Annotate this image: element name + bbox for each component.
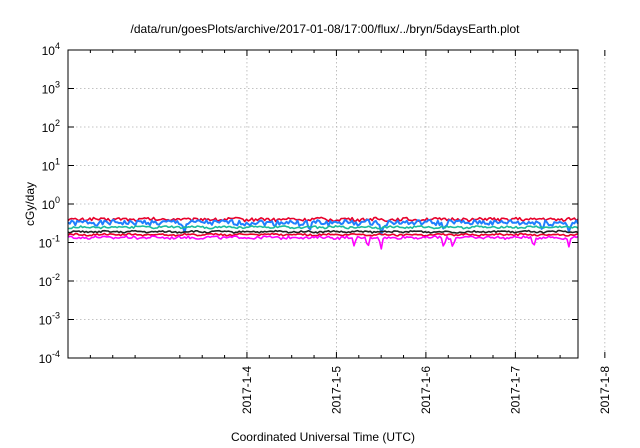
series-line [67,225,579,230]
y-tick-label: 10-4 [39,349,60,366]
y-axis-label: cGy/day [23,182,37,226]
y-tick-label: 10-2 [39,272,60,289]
y-axis: 10-4 10-3 10-2 10-1 100 101 102 103 104 [39,41,578,366]
series-line [67,216,579,223]
y-tick-label: 10-3 [39,311,60,328]
y-tick-label: 101 [42,157,60,174]
series-line [67,232,579,237]
y-tick-label: 10-1 [39,234,60,251]
x-tick-label: 2017-1-5 [329,366,343,414]
x-axis-label: Coordinated Universal Time (UTC) [231,430,415,444]
grid [68,50,606,358]
x-tick-label: 2017-1-7 [508,366,522,414]
y-tick-label: 104 [42,41,60,58]
series-line [67,218,579,236]
series-line [67,229,579,234]
x-tick-label: 2017-1-8 [598,366,612,414]
chart-title: /data/run/goesPlots/archive/2017-01-08/1… [131,22,521,36]
y-tick-label: 102 [42,118,60,135]
y-tick-label: 100 [42,195,60,212]
x-axis: 2017-1-4 2017-1-5 2017-1-6 2017-1-7 2017-1-8 [89,50,612,414]
series-layer [67,216,579,250]
x-tick-label: 2017-1-6 [419,366,433,414]
x-tick-label: 2017-1-4 [240,366,254,414]
y-tick-label: 103 [42,80,60,97]
series-line [67,235,579,250]
